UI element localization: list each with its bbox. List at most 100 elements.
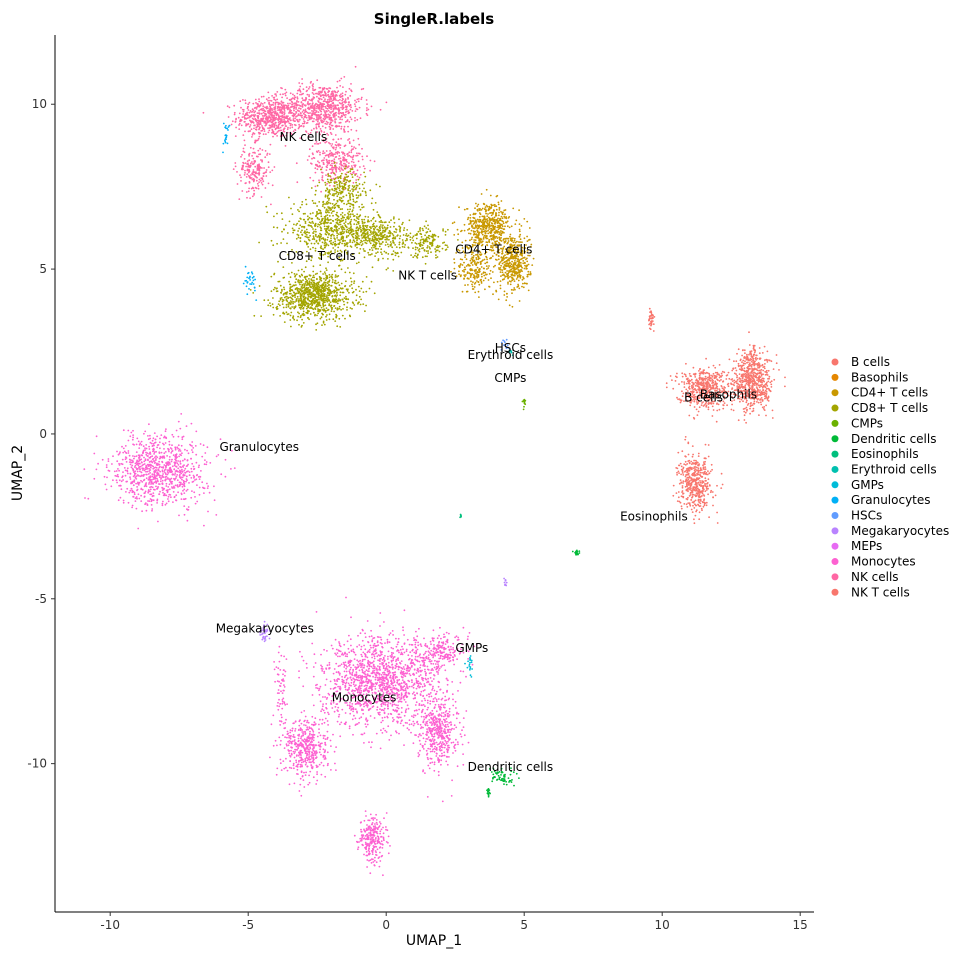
- scatter-point: [287, 296, 290, 299]
- scatter-points: [83, 65, 786, 877]
- scatter-point: [282, 266, 285, 268]
- scatter-point: [502, 259, 504, 262]
- scatter-point: [320, 190, 322, 193]
- scatter-point: [495, 229, 497, 232]
- scatter-point: [310, 99, 312, 102]
- scatter-point: [328, 168, 331, 171]
- scatter-point: [284, 224, 287, 227]
- scatter-point: [357, 235, 360, 237]
- scatter-point: [519, 277, 522, 279]
- scatter-point: [492, 236, 494, 239]
- scatter-point: [242, 109, 245, 111]
- scatter-point: [285, 295, 287, 298]
- scatter-point: [333, 234, 335, 237]
- scatter-point: [353, 215, 356, 217]
- scatter-point: [290, 325, 292, 328]
- scatter-point: [319, 153, 321, 156]
- scatter-point: [329, 178, 332, 181]
- scatter-point: [430, 251, 432, 254]
- scatter-point: [509, 269, 511, 272]
- scatter-point: [493, 216, 496, 219]
- scatter-point: [379, 108, 382, 111]
- scatter-point: [403, 229, 405, 232]
- scatter-point: [352, 207, 355, 209]
- scatter-point: [387, 258, 389, 260]
- scatter-point: [365, 242, 368, 245]
- scatter-point: [345, 165, 347, 168]
- scatter-point: [352, 172, 355, 174]
- scatter-point: [434, 250, 437, 253]
- scatter-point: [258, 285, 261, 287]
- scatter-point: [487, 213, 489, 215]
- scatter-point: [292, 229, 295, 232]
- scatter-point: [490, 218, 493, 221]
- scatter-point: [302, 112, 305, 115]
- scatter-point: [370, 219, 373, 222]
- scatter-point: [275, 95, 278, 97]
- scatter-point: [254, 160, 257, 163]
- scatter-point: [304, 281, 307, 283]
- scatter-point: [322, 102, 324, 105]
- scatter-point: [415, 243, 418, 245]
- scatter-point: [327, 161, 330, 164]
- scatter-point: [497, 201, 500, 204]
- scatter-point: [269, 103, 271, 106]
- scatter-point: [354, 147, 357, 150]
- scatter-point: [291, 213, 294, 216]
- scatter-point: [248, 101, 251, 104]
- scatter-point: [241, 167, 244, 169]
- scatter-point: [269, 126, 271, 129]
- scatter-point: [429, 230, 432, 233]
- scatter-point: [350, 106, 352, 109]
- scatter-point: [328, 197, 331, 200]
- scatter-point: [369, 189, 372, 192]
- scatter-point: [490, 227, 493, 230]
- scatter-point: [328, 229, 330, 232]
- scatter-point: [267, 182, 270, 185]
- scatter-point: [381, 241, 384, 244]
- scatter-point: [360, 230, 362, 233]
- scatter-point: [356, 239, 359, 241]
- scatter-point: [275, 124, 278, 127]
- scatter-point: [469, 239, 471, 242]
- scatter-point: [246, 117, 249, 119]
- scatter-point: [347, 200, 349, 203]
- scatter-point: [283, 276, 286, 279]
- scatter-point: [444, 234, 447, 236]
- scatter-point: [374, 237, 377, 240]
- scatter-point: [307, 298, 310, 301]
- scatter-point: [335, 190, 338, 193]
- scatter-point: [327, 173, 329, 176]
- scatter-point: [323, 100, 326, 102]
- scatter-point: [477, 227, 480, 230]
- scatter-point: [332, 110, 334, 113]
- scatter-point: [372, 223, 374, 226]
- scatter-point: [271, 95, 273, 97]
- scatter-point: [343, 184, 346, 187]
- scatter-point: [362, 87, 365, 90]
- scatter-point: [295, 104, 298, 107]
- scatter-point: [269, 117, 271, 119]
- scatter-point: [319, 151, 321, 154]
- scatter-point: [297, 101, 300, 103]
- scatter-point: [263, 101, 266, 104]
- scatter-point: [292, 291, 295, 294]
- scatter-point: [349, 95, 352, 97]
- scatter-point: [393, 225, 395, 228]
- scatter-point: [301, 313, 304, 316]
- scatter-point: [341, 99, 343, 102]
- scatter-point: [517, 283, 519, 286]
- scatter-point: [340, 308, 342, 311]
- scatter-point: [370, 280, 373, 283]
- scatter-point: [300, 101, 303, 104]
- scatter-point: [332, 128, 335, 130]
- scatter-point: [281, 114, 284, 117]
- scatter-point: [334, 240, 337, 243]
- scatter-point: [359, 208, 362, 211]
- scatter-point: [329, 152, 332, 155]
- scatter-point: [346, 245, 349, 248]
- scatter-point: [382, 257, 384, 260]
- scatter-point: [280, 212, 283, 215]
- scatter-point: [526, 275, 529, 278]
- scatter-point: [472, 230, 475, 233]
